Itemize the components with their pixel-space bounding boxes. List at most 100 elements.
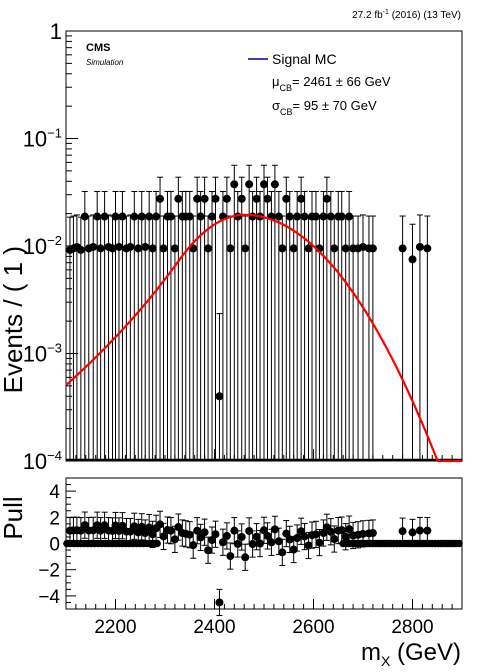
legend-entry-label: Signal MC [272, 51, 337, 67]
main-data-point [134, 244, 143, 253]
pull-data-point [148, 530, 157, 539]
main-data-point [108, 244, 117, 253]
pull-data-point [415, 526, 424, 535]
main-data-point [319, 212, 328, 221]
main-data-point [274, 212, 283, 221]
main-y-tick-label: 1 [50, 19, 62, 44]
pull-data-point [237, 532, 246, 541]
main-data-point [208, 212, 217, 221]
main-data-point [96, 244, 105, 253]
x-tick-label: 2800 [391, 617, 433, 638]
pull-data-point [76, 526, 85, 535]
lumi-label: 27.2 fb-1 (2016) (13 TeV) [352, 9, 461, 21]
main-data-point [215, 392, 224, 401]
pull-data-point [359, 529, 367, 538]
main-data-point [270, 180, 279, 189]
pull-data-point [185, 530, 194, 539]
pull-data-point [368, 529, 377, 538]
main-data-point [130, 212, 139, 221]
pull-data-point [326, 527, 335, 536]
pull-data-point [289, 545, 298, 554]
pull-data-point [274, 537, 283, 546]
pull-data-point [423, 526, 432, 535]
pull-data-point [398, 527, 407, 536]
simulation-label: Simulation [86, 58, 124, 67]
pull-y-tick-label: 4 [49, 482, 60, 503]
pull-data-point [408, 528, 417, 537]
main-data-point [193, 194, 202, 203]
main-data-point [152, 212, 161, 221]
pull-data-point [208, 536, 217, 545]
signal-fit-curve [65, 213, 462, 463]
main-data-point [200, 194, 209, 203]
pull-data-point [341, 532, 350, 541]
main-data-point [114, 242, 123, 251]
cms-label: CMS [86, 42, 110, 54]
mean-annotation: μCB= 2461 ± 66 GeV [272, 74, 391, 93]
x-tick-label: 2200 [94, 617, 136, 638]
main-data-point [89, 242, 98, 251]
main-data-point [226, 244, 235, 253]
pull-data-point [263, 531, 272, 540]
pull-data-point [248, 540, 257, 549]
main-data-point [93, 212, 102, 221]
main-data-point [237, 194, 246, 203]
pull-data-point [141, 529, 150, 538]
main-data-point [166, 212, 175, 221]
x-tick-label: 2600 [292, 617, 334, 638]
pull-data-point [230, 526, 239, 535]
main-data-point [222, 194, 231, 203]
pull-data-point [256, 539, 265, 548]
pull-data-point [245, 526, 254, 535]
main-data-point [245, 180, 254, 189]
main-data-point [148, 244, 157, 253]
main-data-point [137, 212, 146, 221]
main-data-point [368, 244, 377, 253]
pull-data-point [222, 531, 231, 540]
pull-data-point [170, 535, 179, 544]
main-data-point [241, 244, 250, 253]
main-data-point [196, 212, 205, 221]
pull-data-point [159, 532, 168, 541]
main-data-point [111, 212, 120, 221]
main-data-point [260, 180, 268, 189]
pull-data-point [285, 535, 294, 544]
main-data-point [204, 244, 213, 253]
pull-data-point [130, 522, 139, 531]
pull-data-point [270, 525, 279, 534]
main-data-point [282, 194, 291, 203]
pull-data-points [63, 510, 463, 617]
main-data-points [65, 164, 462, 462]
main-data-point [170, 244, 179, 253]
pull-data-point [300, 532, 309, 541]
main-y-tick-label: 10−2 [23, 233, 62, 259]
main-data-point [211, 194, 220, 203]
main-data-point [341, 244, 350, 253]
pull-y-tick-label: 2 [49, 508, 60, 529]
main-data-point [293, 212, 302, 221]
pull-data-point [330, 535, 339, 544]
pull-data-point [241, 553, 250, 562]
pull-data-point [304, 541, 313, 550]
pull-y-axis-label: Pull [0, 496, 28, 539]
pull-y-tick-label: 0 [49, 535, 60, 556]
main-data-point [398, 244, 407, 253]
pull-data-point [226, 552, 235, 561]
main-data-point [300, 212, 309, 221]
pull-data-point [315, 538, 324, 547]
main-data-point [415, 242, 424, 251]
main-data-point [345, 212, 354, 221]
pull-data-point [311, 530, 320, 539]
pull-data-point [252, 532, 261, 541]
pull-zero-point [153, 539, 161, 548]
main-y-axis: 10−4 10−3 10−2 10−1 1 [23, 19, 78, 474]
main-data-point [423, 244, 432, 253]
pull-data-point [118, 521, 127, 530]
pull-data-point [337, 526, 346, 535]
pull-data-point [189, 541, 198, 550]
pull-x-axis: 2200 2400 2600 2800 [65, 599, 463, 638]
main-data-point [76, 245, 85, 254]
pull-data-point [319, 529, 328, 538]
pull-data-point [215, 598, 224, 607]
